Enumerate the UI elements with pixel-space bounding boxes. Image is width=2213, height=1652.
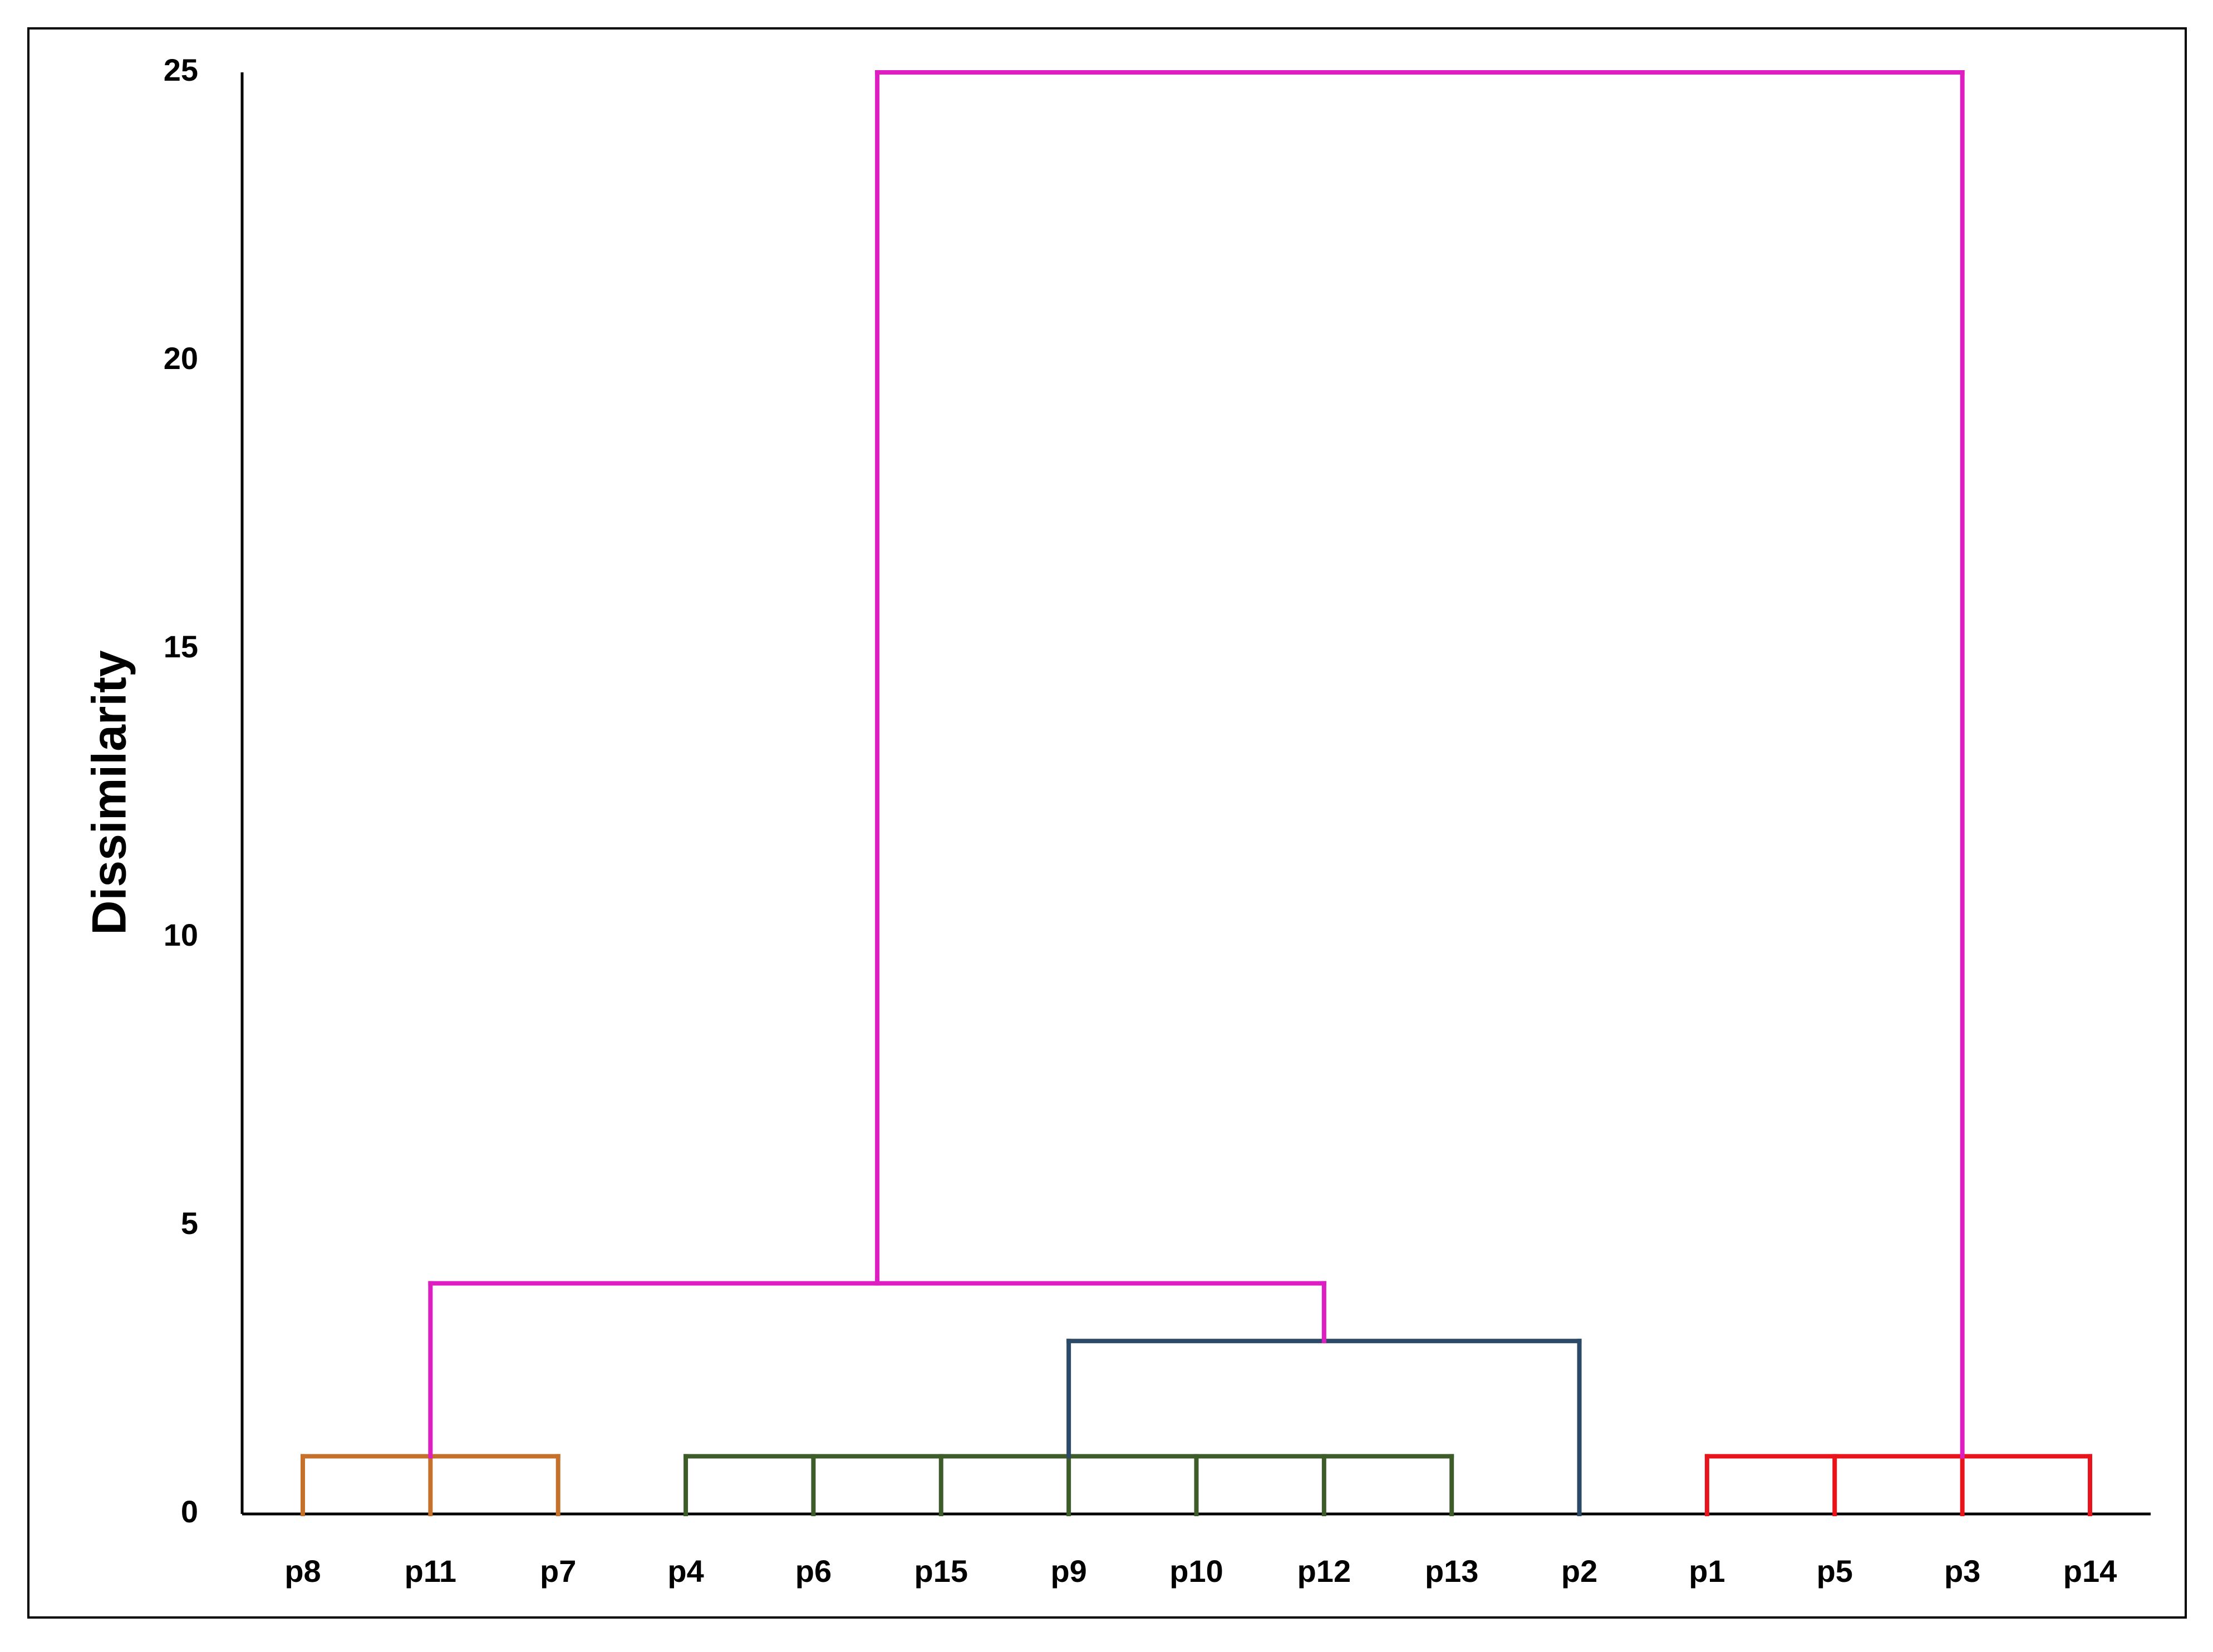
y-tick-label: 20 xyxy=(164,341,198,376)
y-tick-label: 15 xyxy=(164,629,198,664)
x-tick-label: p8 xyxy=(284,1553,321,1589)
x-tick-label: p1 xyxy=(1689,1553,1725,1589)
y-tick-label: 25 xyxy=(164,52,198,87)
y-axis-label: Dissimilarity xyxy=(83,650,136,935)
x-tick-label: p14 xyxy=(2063,1553,2117,1589)
x-tick-label: p10 xyxy=(1169,1553,1223,1589)
x-tick-label: p11 xyxy=(405,1553,456,1589)
frame xyxy=(27,27,2187,1619)
x-tick-label: p2 xyxy=(1561,1553,1597,1589)
x-tick-label: p15 xyxy=(914,1553,968,1589)
x-tick-label: p6 xyxy=(795,1553,832,1589)
x-tick-label: p12 xyxy=(1297,1553,1351,1589)
x-tick-label: p7 xyxy=(540,1553,576,1589)
y-tick-label: 10 xyxy=(164,917,198,952)
x-tick-label: p9 xyxy=(1050,1553,1086,1589)
x-tick-label: p4 xyxy=(667,1553,704,1589)
x-tick-label: p5 xyxy=(1817,1553,1853,1589)
x-tick-label: p3 xyxy=(1944,1553,1980,1589)
y-tick-label: 0 xyxy=(181,1494,198,1529)
y-tick-label: 5 xyxy=(181,1206,198,1241)
x-tick-label: p13 xyxy=(1425,1553,1479,1589)
